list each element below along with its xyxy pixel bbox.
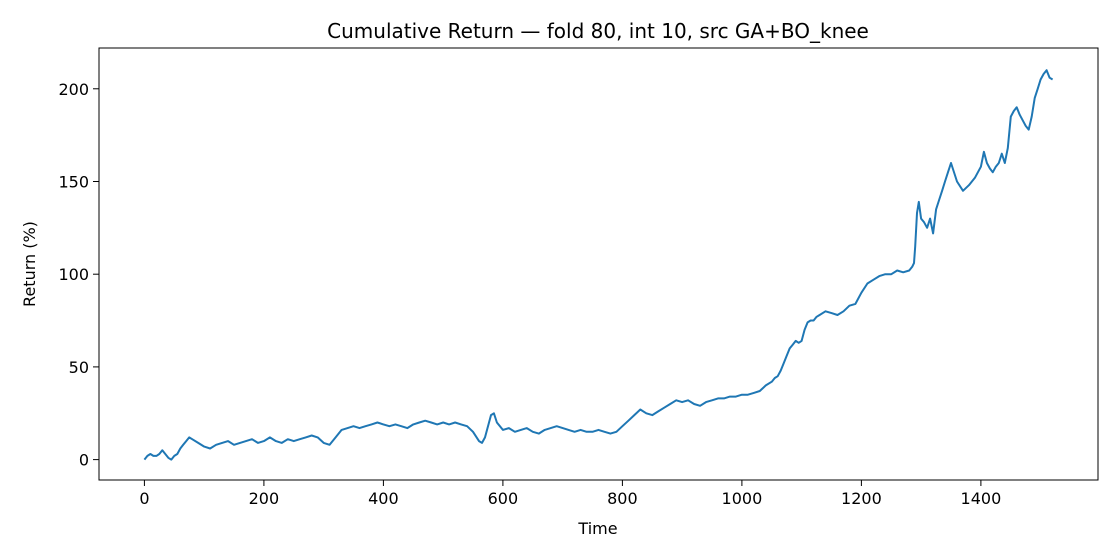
return-series-line	[143, 69, 1054, 461]
x-tick-label: 400	[368, 489, 399, 508]
y-axis: 0 50 100 150 200	[58, 80, 99, 470]
y-tick-label: 0	[79, 451, 89, 470]
x-axis-label: Time	[577, 519, 617, 538]
y-axis-label: Return (%)	[20, 221, 39, 307]
x-tick-label: 0	[139, 489, 149, 508]
plot-frame	[98, 47, 1099, 481]
y-tick-label: 150	[58, 172, 89, 191]
x-tick-label: 1000	[722, 489, 763, 508]
x-axis: 0 200 400 600 800 1000 1200 1400	[139, 480, 1001, 508]
y-tick-label: 50	[69, 358, 89, 377]
y-tick-label: 200	[58, 80, 89, 99]
x-tick-label: 800	[607, 489, 638, 508]
y-tick-label: 100	[58, 265, 89, 284]
x-tick-label: 200	[249, 489, 280, 508]
x-tick-label: 1400	[961, 489, 1002, 508]
chart-title: Cumulative Return — fold 80, int 10, src…	[327, 19, 869, 43]
x-tick-label: 1200	[841, 489, 882, 508]
x-tick-label: 600	[488, 489, 519, 508]
